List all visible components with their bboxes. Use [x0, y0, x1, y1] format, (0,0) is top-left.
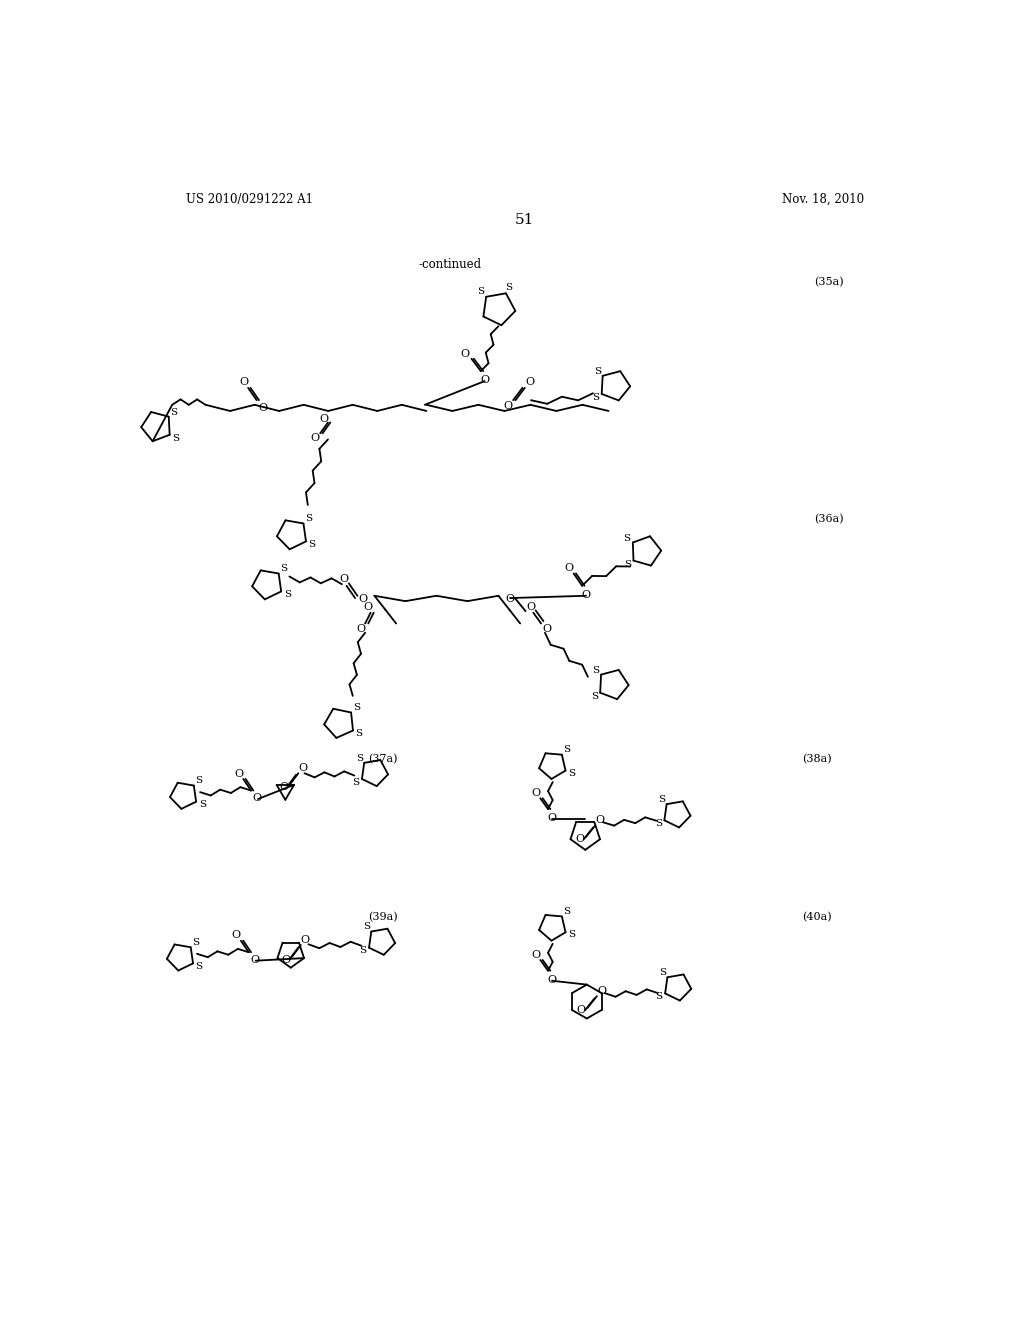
Text: S: S	[281, 564, 287, 573]
Text: O: O	[253, 793, 262, 804]
Text: O: O	[298, 763, 307, 772]
Text: O: O	[239, 378, 248, 388]
Text: -continued: -continued	[419, 259, 481, 271]
Text: O: O	[280, 783, 289, 792]
Text: O: O	[577, 1005, 586, 1015]
Text: O: O	[231, 931, 241, 940]
Text: S: S	[171, 408, 178, 417]
Text: O: O	[542, 624, 551, 634]
Text: (37a): (37a)	[369, 754, 397, 764]
Text: S: S	[625, 561, 632, 569]
Text: O: O	[564, 564, 573, 573]
Text: S: S	[506, 282, 513, 292]
Text: O: O	[258, 403, 267, 413]
Text: S: S	[305, 515, 312, 523]
Text: S: S	[658, 795, 666, 804]
Text: O: O	[301, 935, 310, 945]
Text: O: O	[319, 414, 329, 425]
Text: S: S	[654, 820, 662, 828]
Text: (35a): (35a)	[814, 276, 844, 286]
Text: O: O	[461, 348, 470, 359]
Text: (39a): (39a)	[369, 912, 398, 921]
Text: S: S	[196, 776, 203, 785]
Text: US 2010/0291222 A1: US 2010/0291222 A1	[186, 193, 313, 206]
Text: O: O	[525, 378, 534, 388]
Text: Nov. 18, 2010: Nov. 18, 2010	[782, 193, 864, 206]
Text: O: O	[358, 594, 368, 603]
Text: O: O	[364, 602, 373, 612]
Text: S: S	[592, 665, 599, 675]
Text: S: S	[568, 931, 575, 940]
Text: S: S	[624, 535, 631, 543]
Text: S: S	[655, 993, 663, 1001]
Text: O: O	[310, 433, 319, 444]
Text: O: O	[531, 949, 541, 960]
Text: O: O	[526, 602, 536, 612]
Text: S: S	[658, 968, 666, 977]
Text: S: S	[563, 907, 570, 916]
Text: O: O	[531, 788, 541, 797]
Text: O: O	[250, 954, 259, 965]
Text: O: O	[356, 624, 366, 634]
Text: S: S	[352, 704, 359, 713]
Text: S: S	[172, 434, 179, 444]
Text: (36a): (36a)	[814, 513, 844, 524]
Text: (38a): (38a)	[802, 754, 831, 764]
Text: O: O	[582, 590, 591, 601]
Text: S: S	[193, 939, 200, 946]
Text: S: S	[592, 393, 599, 403]
Text: S: S	[477, 288, 484, 297]
Text: O: O	[282, 954, 291, 965]
Text: S: S	[594, 367, 601, 376]
Text: S: S	[563, 744, 570, 754]
Text: O: O	[234, 768, 243, 779]
Text: O: O	[506, 594, 515, 603]
Text: 51: 51	[515, 213, 535, 227]
Text: O: O	[548, 975, 556, 985]
Text: O: O	[480, 375, 489, 385]
Text: O: O	[575, 834, 585, 845]
Text: O: O	[339, 574, 348, 583]
Text: S: S	[355, 730, 362, 738]
Text: (40a): (40a)	[802, 912, 831, 921]
Text: O: O	[548, 813, 556, 824]
Text: S: S	[308, 540, 315, 549]
Text: S: S	[196, 962, 203, 972]
Text: S: S	[355, 754, 362, 763]
Text: S: S	[568, 768, 575, 777]
Text: S: S	[591, 692, 598, 701]
Text: S: S	[359, 946, 367, 956]
Text: S: S	[284, 590, 291, 599]
Text: O: O	[595, 814, 604, 825]
Text: S: S	[352, 777, 359, 787]
Text: S: S	[199, 800, 206, 809]
Text: O: O	[597, 986, 606, 995]
Text: O: O	[503, 401, 512, 412]
Text: S: S	[362, 923, 370, 931]
